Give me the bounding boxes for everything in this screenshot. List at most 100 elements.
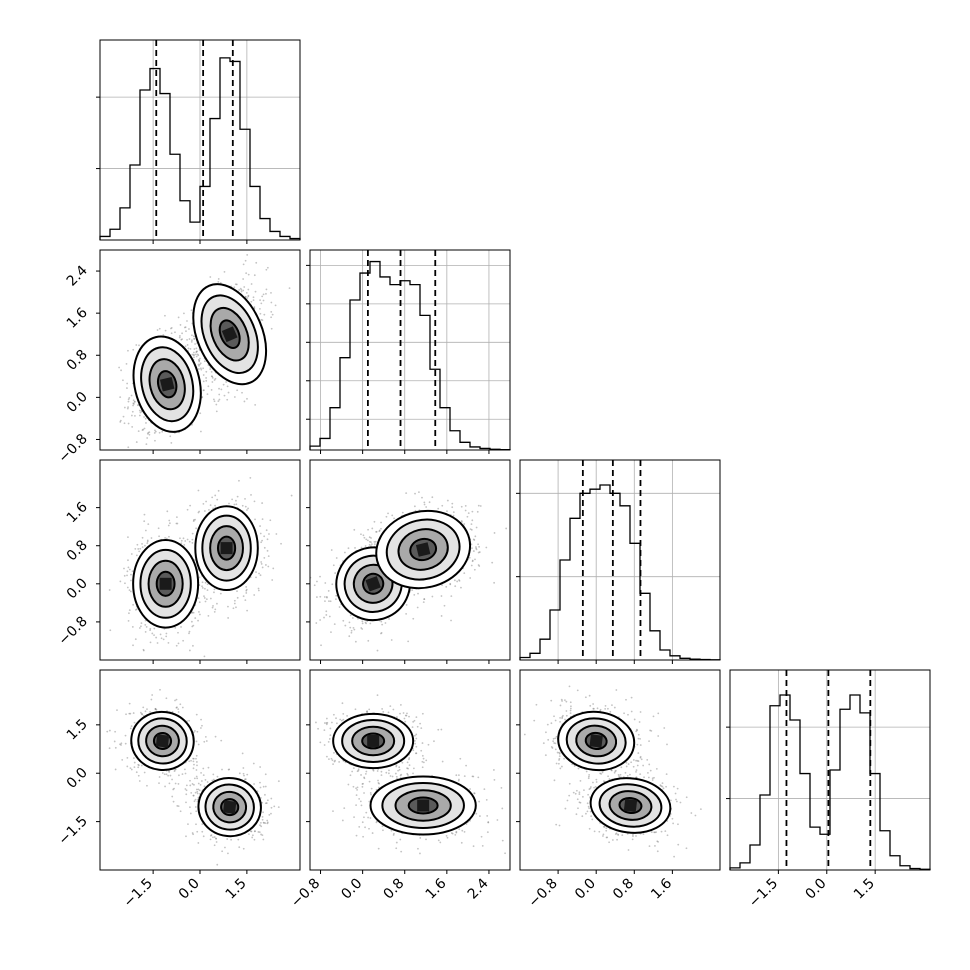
scatter-point	[132, 348, 135, 351]
scatter-point	[331, 583, 334, 586]
y-tick-label: −0.8	[55, 431, 90, 466]
scatter-point	[200, 727, 202, 729]
scatter-point	[119, 580, 122, 583]
scatter-point	[123, 574, 126, 577]
scatter-point	[192, 520, 195, 522]
scatter-point	[131, 410, 134, 413]
scatter-point	[181, 332, 183, 335]
scatter-point	[263, 822, 265, 824]
scatter-point	[388, 618, 390, 620]
scatter-point	[370, 541, 372, 543]
scatter-point	[126, 570, 129, 573]
scatter-point	[261, 539, 263, 542]
scatter-point	[168, 535, 170, 538]
scatter-point	[135, 608, 138, 611]
scatter-point	[365, 538, 368, 541]
scatter-point	[195, 740, 198, 743]
panel-frame	[519, 459, 721, 661]
scatter-point	[145, 422, 147, 424]
scatter-point	[485, 546, 488, 549]
scatter-point	[125, 362, 128, 365]
x-tick-label: −1.5	[746, 876, 781, 911]
scatter-point	[156, 642, 159, 644]
scatter-point	[271, 313, 274, 316]
scatter-point	[144, 529, 147, 532]
scatter-point	[192, 833, 195, 836]
scatter-point	[213, 844, 216, 847]
scatter-point	[151, 694, 154, 696]
scatter-point	[127, 398, 130, 401]
scatter-point	[147, 523, 150, 526]
scatter-point	[244, 778, 246, 781]
scatter-point	[206, 589, 209, 592]
scatter-point	[141, 536, 144, 539]
scatter-point	[412, 617, 415, 620]
scatter-point	[165, 635, 168, 638]
scatter-point	[192, 611, 195, 614]
scatter-point	[174, 699, 176, 702]
scatter-point	[188, 719, 191, 722]
histogram-panel-1	[306, 249, 511, 454]
scatter-point	[174, 768, 176, 771]
scatter-point	[205, 377, 207, 379]
scatter-point	[197, 489, 200, 492]
scatter-point	[274, 304, 277, 307]
scatter-point	[364, 621, 367, 624]
scatter-point	[260, 561, 263, 563]
scatter-point	[168, 522, 171, 525]
scatter-point	[127, 559, 129, 562]
scatter-point	[335, 594, 338, 597]
scatter-point	[405, 604, 408, 606]
scatter-point	[254, 830, 256, 833]
scatter-point	[201, 581, 204, 584]
scatter-point	[405, 492, 408, 495]
scatter-point	[197, 511, 200, 514]
scatter-point	[192, 644, 194, 647]
scatter-point	[441, 584, 444, 587]
scatter-point	[203, 785, 206, 788]
scatter-point	[473, 539, 476, 541]
scatter-point	[135, 344, 138, 346]
scatter-point	[255, 571, 257, 573]
scatter-point	[146, 542, 149, 545]
scatter-point	[241, 504, 244, 507]
scatter-point	[131, 626, 134, 628]
scatter-point	[108, 589, 111, 591]
scatter-point	[319, 575, 321, 578]
scatter-point	[135, 771, 138, 774]
scatter-point	[261, 502, 264, 504]
scatter-point	[474, 535, 477, 538]
scatter-point	[174, 768, 177, 771]
scatter-point	[475, 526, 478, 529]
scatter-point	[130, 394, 133, 397]
scatter-point	[244, 259, 247, 262]
scatter-point	[211, 496, 214, 499]
scatter-point	[472, 538, 475, 541]
scatter-point	[349, 626, 352, 629]
scatter-point	[165, 632, 168, 635]
scatter-point	[324, 582, 327, 584]
scatter-point	[463, 523, 466, 525]
scatter-point	[214, 608, 217, 611]
scatter-point	[414, 492, 416, 495]
scatter-point	[194, 343, 196, 345]
scatter-point	[244, 497, 246, 500]
scatter-point	[266, 822, 269, 825]
scatter-point	[138, 764, 140, 767]
scatter-point	[204, 600, 207, 603]
scatter-point	[145, 626, 148, 628]
scatter-point	[344, 624, 347, 627]
scatter-point	[265, 292, 267, 295]
scatter-point	[141, 713, 144, 716]
scatter-point	[143, 416, 145, 418]
scatter-point	[185, 835, 187, 838]
scatter-point	[204, 587, 206, 590]
scatter-point	[245, 586, 248, 588]
scatter-point	[108, 729, 111, 732]
scatter-point	[190, 620, 193, 623]
scatter-point	[124, 742, 127, 745]
scatter-point	[226, 385, 229, 388]
scatter-point	[186, 344, 189, 346]
scatter-point	[134, 414, 136, 417]
scatter-point	[353, 528, 356, 531]
